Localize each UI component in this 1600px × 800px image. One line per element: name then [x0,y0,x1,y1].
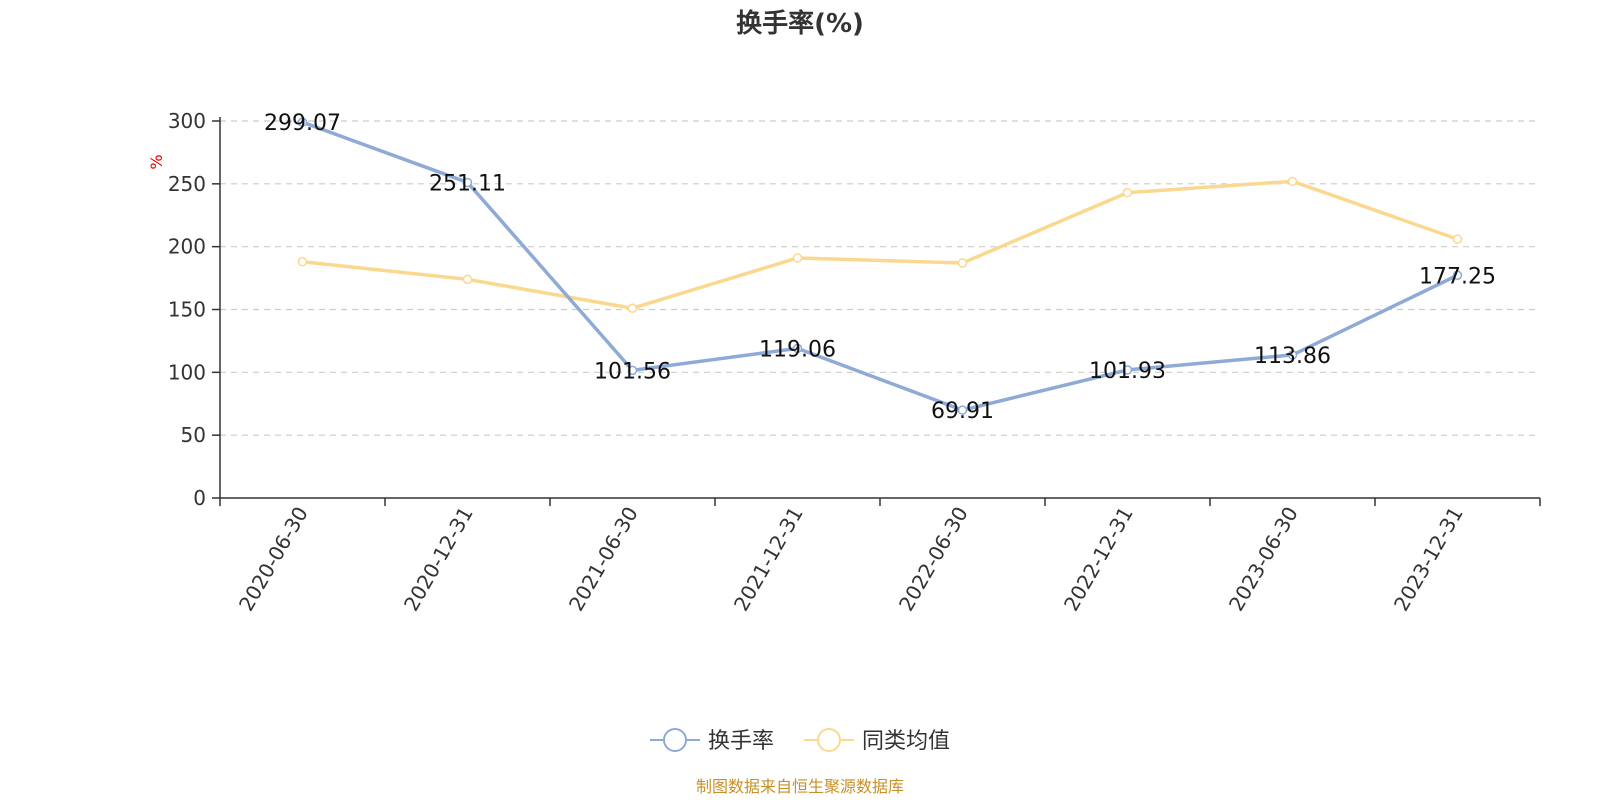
series-point-0 [627,365,638,376]
series-point-0 [957,405,968,415]
y-tick-label: 0 [193,486,206,510]
legend-label: 换手率 [708,729,774,754]
legend[interactable]: 换手率 同类均值 [650,728,950,754]
gridlines [220,120,1540,436]
series-point-1 [1452,234,1463,244]
y-axis-unit: % [147,154,166,169]
legend-swatch-marker [817,728,841,752]
y-axis-ticks: 0 50 100 150 200 250 300 [168,109,220,510]
series-point-1 [627,303,638,313]
x-tick-label: 2022-12-31 [1059,503,1138,616]
series-point-0 [792,343,803,354]
data-label: 113.86 [1254,344,1331,369]
series-line-0 [301,120,1459,412]
legend-label: 同类均值 [862,729,950,754]
x-tick-label: 2020-12-31 [399,503,478,616]
x-tick-label: 2021-06-30 [564,503,643,616]
y-tick-label: 300 [168,109,206,133]
series-point-1 [462,274,473,285]
series-point-0 [297,117,308,127]
axes [219,117,1540,499]
data-label: 251.11 [429,171,506,196]
data-label: 101.93 [1089,359,1166,384]
series-group [297,117,1463,415]
series-point-1 [1287,176,1298,187]
y-tick-label: 100 [168,360,206,384]
x-tick-label: 2021-12-31 [729,503,808,616]
data-label: 69.91 [931,399,994,424]
source-note: 制图数据来自恒生聚源数据库 [696,777,904,796]
legend-item-1[interactable]: 同类均值 [804,728,950,754]
data-label: 101.56 [594,359,671,384]
series-point-1 [792,253,803,263]
series-point-0 [1122,365,1133,375]
series-line-1 [302,179,1459,310]
legend-swatch-marker [663,728,687,752]
y-tick-label: 250 [168,172,206,196]
data-labels: 299.07 251.11 101.56 119.06 69.91 101.93 113.8… [264,111,1496,424]
data-label: 299.07 [264,111,341,136]
x-tick-label: 2023-06-30 [1224,503,1303,616]
legend-item-0[interactable]: 换手率 [650,728,774,754]
y-tick-label: 50 [181,423,206,447]
chart-title: 换手率(%) [736,8,864,39]
data-label: 119.06 [759,337,836,362]
y-tick-label: 150 [168,298,206,322]
x-tick-label: 2020-06-30 [234,503,313,616]
series-point-1 [957,258,968,268]
series-point-0 [462,177,473,188]
x-axis-ticks: 2020-06-30 2020-12-31 2021-06-30 2021-12-31… [219,498,1541,616]
series-point-0 [1452,270,1463,281]
x-tick-label: 2022-06-30 [894,503,973,616]
x-tick-label: 2023-12-31 [1389,503,1468,616]
data-label: 177.25 [1419,264,1496,289]
y-tick-label: 200 [168,235,206,259]
series-point-1 [297,256,308,267]
series-point-1 [1122,187,1133,198]
series-point-0 [1287,350,1298,360]
